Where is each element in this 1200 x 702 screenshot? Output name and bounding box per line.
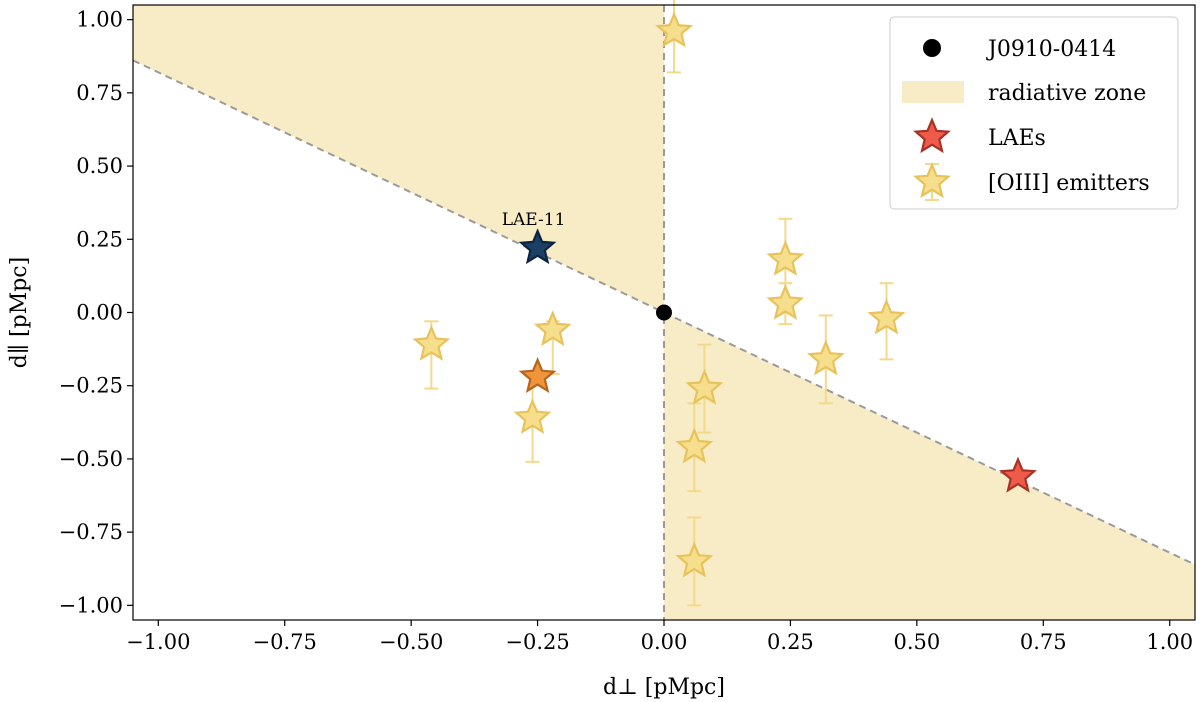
x-tick-label: −1.00 [126, 630, 190, 654]
legend-label-radiative-zone: radiative zone [988, 81, 1146, 106]
lae-annotation: LAE-11 [502, 210, 566, 230]
oiii-emitter-star [685, 368, 724, 405]
y-tick-label: −0.50 [59, 447, 123, 471]
quasar-marker [656, 304, 672, 321]
data-markers: LAE-11 [412, 11, 1037, 578]
oiii-emitter-star [513, 398, 552, 435]
legend-key-oiii [913, 162, 951, 201]
oiii-emitter-star [766, 239, 805, 276]
legend: J0910-0414 radiative zone LAEs [OIII] em… [889, 16, 1179, 210]
legend-key-quasar [923, 39, 941, 57]
boundary-lines [132, 5, 1196, 620]
boundary-line-diagonal [132, 59, 1196, 566]
lae-star [518, 228, 557, 265]
oiii-emitter-star [675, 427, 714, 464]
x-tick-label: 0.75 [1020, 630, 1067, 654]
legend-key-oiii-star [913, 162, 951, 199]
lae-star [999, 456, 1037, 493]
radiative-zone-upper [133, 5, 664, 313]
oiii-emitter-star [533, 310, 572, 347]
x-tick-label: 1.00 [1146, 630, 1193, 654]
y-tick-label: 0.00 [76, 301, 123, 325]
radiative-zone-layer [133, 5, 1195, 620]
legend-keys [902, 39, 964, 201]
x-tick-label: −0.25 [505, 630, 569, 654]
y-tick-label: 0.75 [76, 81, 123, 105]
axis-ticks: −1.00 −0.75 −0.50 −0.25 0.00 0.25 0.50 0.75 1.00… [59, 8, 1193, 654]
x-axis-label: d⊥ [pMpc] [603, 675, 725, 700]
x-tick-label: 0.50 [893, 630, 940, 654]
y-tick-label: 0.25 [76, 227, 123, 251]
y-tick-label: −0.25 [59, 374, 123, 398]
legend-key-lae-star [913, 117, 951, 154]
legend-label-oiii: [OIII] emitters [988, 171, 1150, 196]
y-axis-label: d∥ [pMpc] [7, 257, 32, 368]
oiii-emitter-star [766, 283, 805, 320]
y-tick-label: −0.75 [59, 520, 123, 544]
oiii-emitter-star [655, 11, 694, 48]
y-tick-label: 1.00 [76, 8, 123, 32]
y-tick-label: −1.00 [59, 593, 123, 617]
oiii-emitter-star [867, 298, 906, 335]
radiative-zone-lower [664, 312, 1195, 620]
lae-star [518, 357, 557, 394]
x-tick-label: 0.25 [767, 630, 814, 654]
legend-label-laes: LAEs [988, 126, 1046, 151]
legend-key-radiative-zone [902, 81, 964, 103]
oiii-emitter-star [412, 324, 451, 361]
x-tick-label: 0.00 [641, 630, 688, 654]
legend-box [889, 16, 1179, 210]
x-tick-label: −0.50 [379, 630, 443, 654]
y-tick-label: 0.50 [76, 154, 123, 178]
legend-label-quasar: J0910-0414 [986, 37, 1116, 62]
oiii-emitter-star [806, 339, 845, 376]
oiii-emitter-star [675, 541, 714, 578]
x-tick-label: −0.75 [253, 630, 317, 654]
